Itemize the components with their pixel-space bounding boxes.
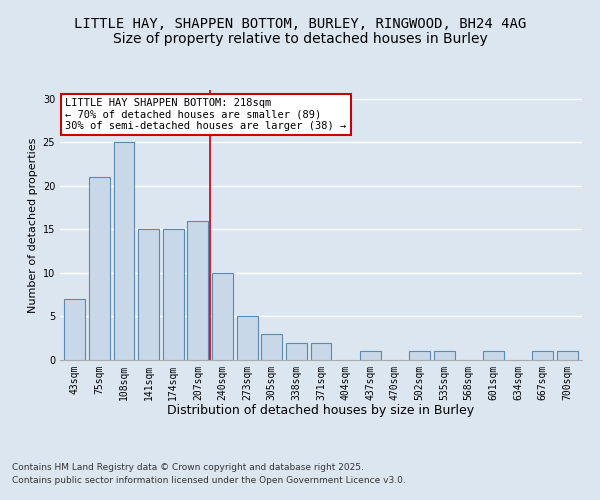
Bar	[138, 230, 159, 360]
Text: Contains HM Land Registry data © Crown copyright and database right 2025.: Contains HM Land Registry data © Crown c…	[12, 464, 364, 472]
Bar	[409, 352, 430, 360]
Bar	[286, 342, 307, 360]
Bar	[187, 220, 208, 360]
X-axis label: Distribution of detached houses by size in Burley: Distribution of detached houses by size …	[167, 404, 475, 417]
Text: LITTLE HAY SHAPPEN BOTTOM: 218sqm
← 70% of detached houses are smaller (89)
30% : LITTLE HAY SHAPPEN BOTTOM: 218sqm ← 70% …	[65, 98, 346, 132]
Bar	[483, 352, 504, 360]
Bar	[261, 334, 282, 360]
Bar	[557, 352, 578, 360]
Bar	[236, 316, 257, 360]
Bar	[113, 142, 134, 360]
Bar	[212, 273, 233, 360]
Text: LITTLE HAY, SHAPPEN BOTTOM, BURLEY, RINGWOOD, BH24 4AG: LITTLE HAY, SHAPPEN BOTTOM, BURLEY, RING…	[74, 18, 526, 32]
Bar	[360, 352, 381, 360]
Text: Contains public sector information licensed under the Open Government Licence v3: Contains public sector information licen…	[12, 476, 406, 485]
Bar	[532, 352, 553, 360]
Bar	[89, 177, 110, 360]
Bar	[163, 230, 184, 360]
Bar	[64, 299, 85, 360]
Bar	[434, 352, 455, 360]
Bar	[311, 342, 331, 360]
Text: Size of property relative to detached houses in Burley: Size of property relative to detached ho…	[113, 32, 487, 46]
Y-axis label: Number of detached properties: Number of detached properties	[28, 138, 38, 312]
